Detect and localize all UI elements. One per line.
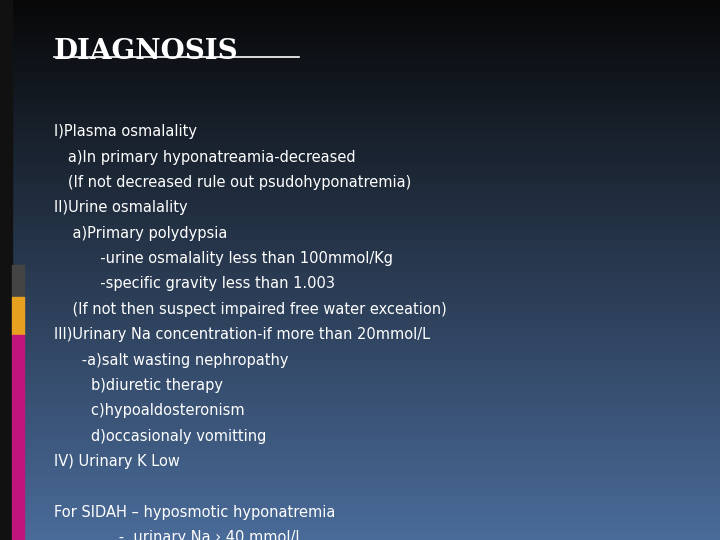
Text: (If not decreased rule out psudohyponatremia): (If not decreased rule out psudohyponatr… (54, 175, 411, 190)
Text: d)occasionaly vomitting: d)occasionaly vomitting (54, 429, 266, 444)
Text: c)hypoaldosteronism: c)hypoaldosteronism (54, 403, 245, 418)
Text: (If not then suspect impaired free water exceation): (If not then suspect impaired free water… (54, 302, 446, 317)
Text: b)diuretic therapy: b)diuretic therapy (54, 378, 223, 393)
Text: a)In primary hyponatreamia-decreased: a)In primary hyponatreamia-decreased (54, 150, 356, 165)
Text: -a)salt wasting nephropathy: -a)salt wasting nephropathy (54, 353, 289, 368)
Text: a)Primary polydypsia: a)Primary polydypsia (54, 226, 228, 241)
Text: III)Urinary Na concentration-if more than 20mmol/L: III)Urinary Na concentration-if more tha… (54, 327, 430, 342)
Text: IV) Urinary K Low: IV) Urinary K Low (54, 454, 180, 469)
Text: -specific gravity less than 1.003: -specific gravity less than 1.003 (54, 276, 335, 292)
Bar (12, 297, 24, 335)
Text: For SIDAH – hyposmotic hyponatremia: For SIDAH – hyposmotic hyponatremia (54, 505, 336, 520)
Text: -urine osmalality less than 100mmol/Kg: -urine osmalality less than 100mmol/Kg (54, 251, 393, 266)
Text: -  urinary Na › 40 mmol/L: - urinary Na › 40 mmol/L (54, 530, 303, 540)
Text: DIAGNOSIS: DIAGNOSIS (54, 38, 238, 65)
Text: II)Urine osmalality: II)Urine osmalality (54, 200, 188, 215)
Bar (12, 335, 24, 540)
Bar (0, 0, 12, 540)
Text: I)Plasma osmalality: I)Plasma osmalality (54, 124, 197, 139)
Bar (12, 265, 24, 297)
